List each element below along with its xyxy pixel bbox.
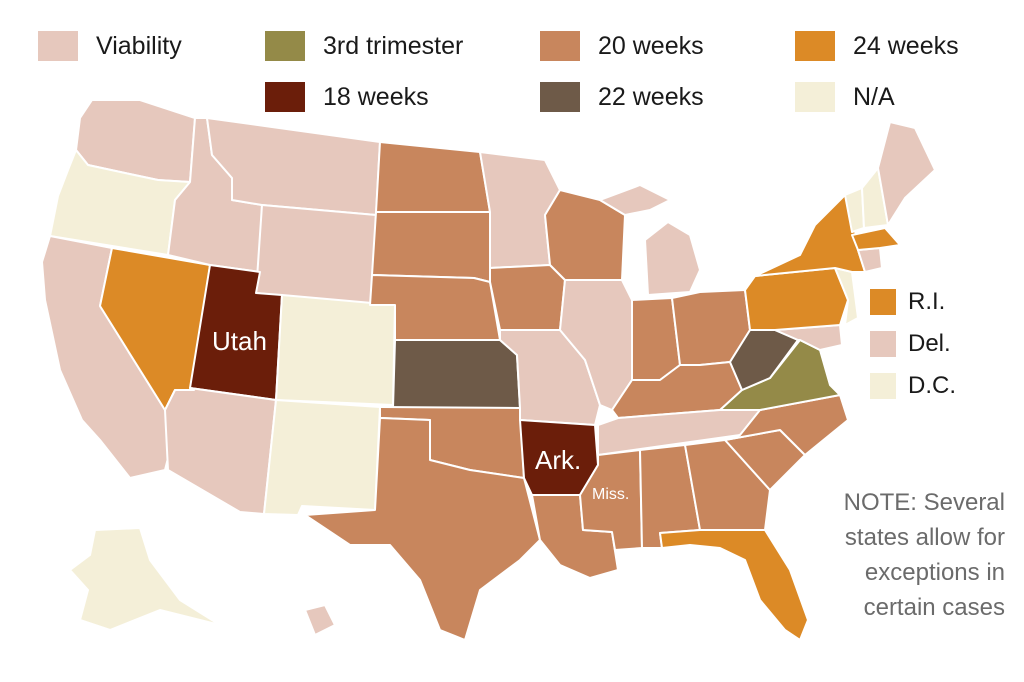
state-north-dakota (375, 141, 491, 213)
legend-item-viability: Viability (38, 31, 182, 61)
state-texas (304, 417, 541, 641)
small-legend-del: Del. (870, 330, 951, 358)
state-georgia (684, 439, 771, 531)
state-alaska (69, 527, 221, 631)
legend-swatch-na (795, 82, 835, 112)
state-hawaii (304, 604, 336, 636)
small-legend-swatch-ri (870, 289, 896, 315)
small-legend-swatch-del (870, 331, 896, 357)
legend-label: 3rd trimester (323, 31, 464, 60)
legend-swatch-20-weeks (540, 31, 580, 61)
legend-swatch-3rd-trimester (265, 31, 305, 61)
legend-swatch-viability (38, 31, 78, 61)
small-legend-dc: D.C. (870, 372, 956, 400)
legend-item-24-weeks: 24 weeks (795, 31, 959, 61)
state-florida (659, 529, 809, 641)
legend-label: N/A (853, 82, 895, 111)
state-new-mexico (263, 399, 381, 516)
legend-swatch-24-weeks (795, 31, 835, 61)
state-wyoming (255, 204, 377, 306)
legend-item-18-weeks: 18 weeks (265, 82, 429, 112)
state-michigan-upper (599, 184, 671, 216)
state-montana (206, 117, 381, 216)
legend-swatch-22-weeks (540, 82, 580, 112)
legend-item-22-weeks: 22 weeks (540, 82, 704, 112)
state-pennsylvania (744, 267, 849, 331)
legend-label: 18 weeks (323, 82, 429, 111)
map-label-arkansas: Ark. (535, 445, 582, 475)
small-legend-label: Del. (908, 330, 951, 357)
state-arizona (164, 387, 277, 515)
legend-label: 20 weeks (598, 31, 704, 60)
state-kansas (392, 339, 521, 409)
state-wisconsin (544, 189, 626, 281)
legend-label: 22 weeks (598, 82, 704, 111)
legend-swatch-18-weeks (265, 82, 305, 112)
note-text: NOTE: Several states allow for exception… (843, 489, 1005, 621)
map-label-utah: Utah (212, 326, 267, 356)
legend-label: Viability (96, 31, 182, 60)
small-legend-label: D.C. (908, 372, 956, 399)
small-legend-ri: R.I. (870, 288, 945, 316)
state-michigan (644, 221, 701, 296)
map-label-mississippi: Miss. (592, 486, 630, 503)
state-maine (877, 121, 936, 226)
state-massachusetts (851, 227, 901, 251)
legend-item-3rd-trimester: 3rd trimester (265, 31, 463, 61)
legend-label: 24 weeks (853, 31, 959, 60)
small-legend-label: R.I. (908, 288, 946, 315)
state-colorado (275, 294, 396, 406)
state-iowa (489, 264, 566, 331)
state-south-dakota (371, 211, 491, 283)
legend-item-na: N/A (795, 82, 895, 112)
legend-item-20-weeks: 20 weeks (540, 31, 704, 61)
small-legend-swatch-dc (870, 373, 896, 399)
